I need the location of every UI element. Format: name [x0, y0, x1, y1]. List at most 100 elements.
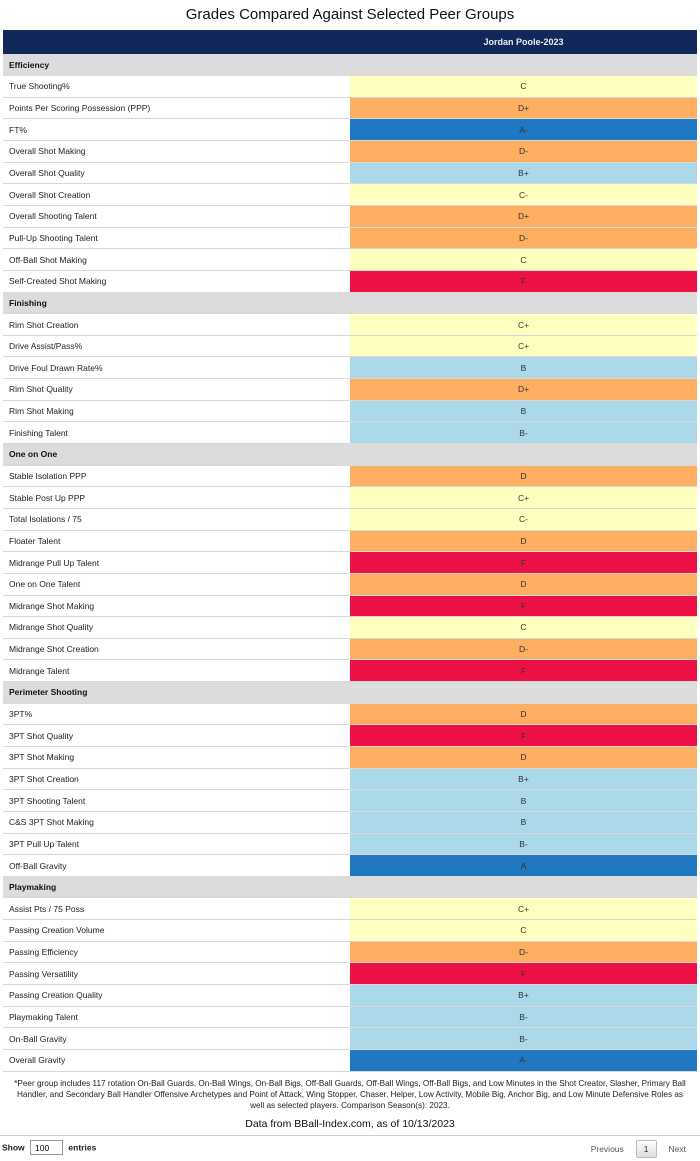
section-title: One on One [3, 443, 350, 466]
metric-name: C&S 3PT Shot Making [3, 811, 350, 834]
grade-cell: F [350, 270, 697, 293]
grade-cell: F [350, 595, 697, 618]
metric-name: On-Ball Gravity [3, 1027, 350, 1050]
metric-name: Overall Shot Quality [3, 162, 350, 185]
grade-cell: B+ [350, 162, 697, 185]
section-title: Finishing [3, 292, 350, 315]
grade-cell: C+ [350, 313, 697, 336]
table-row: Midrange Shot Creation D- [3, 638, 697, 661]
table-row: Midrange Talent F [3, 659, 697, 683]
table-row: FT% A- [3, 118, 697, 142]
grade-cell: C- [350, 183, 697, 206]
metric-name: 3PT Pull Up Talent [3, 833, 350, 856]
show-label: Show [2, 1142, 25, 1153]
table-row: True Shooting% C [3, 75, 697, 98]
metric-name: Overall Shot Making [3, 140, 350, 163]
section-title: Efficiency [3, 54, 350, 77]
metric-name: Rim Shot Creation [3, 313, 350, 336]
entries-label: entries [68, 1142, 97, 1153]
metric-name: Off-Ball Gravity [3, 854, 350, 877]
metric-name: Midrange Shot Quality [3, 616, 350, 639]
data-source: Data from BBall-Index.com, as of 10/13/2… [245, 1117, 455, 1130]
grade-cell: F [350, 962, 697, 986]
table-row: 3PT Shooting Talent B [3, 789, 697, 812]
metric-name: Drive Assist/Pass% [3, 335, 350, 358]
metric-name: Off-Ball Shot Making [3, 248, 350, 271]
next-page-button[interactable]: Next [668, 1144, 686, 1154]
table-row: 3PT% D [3, 703, 697, 726]
metric-name: Playmaking Talent [3, 1006, 350, 1029]
section-row: One on One [3, 443, 697, 466]
table-row: Overall Shot Creation C- [3, 183, 697, 206]
previous-page-button[interactable]: Previous [590, 1144, 624, 1154]
section-row: Playmaking [3, 876, 697, 899]
table-row: On-Ball Gravity B- [3, 1027, 697, 1050]
player-column-header[interactable]: Jordan Poole-2023 [350, 30, 697, 54]
grade-cell: C- [350, 508, 697, 531]
metric-name: Finishing Talent [3, 421, 350, 445]
table-row: 3PT Shot Making D [3, 746, 697, 769]
metric-name: Total Isolations / 75 [3, 508, 350, 531]
metric-name: Rim Shot Making [3, 400, 350, 423]
table-row: Off-Ball Gravity A [3, 854, 697, 877]
section-spacer [350, 443, 697, 466]
metric-name: Pull-Up Shooting Talent [3, 227, 350, 250]
metric-name: Self-Created Shot Making [3, 270, 350, 293]
metric-name: Passing Creation Volume [3, 919, 350, 942]
section-spacer [350, 681, 697, 704]
section-row: Efficiency [3, 54, 697, 77]
table-row: Passing Efficiency D- [3, 941, 697, 964]
current-page-button[interactable]: 1 [635, 1140, 657, 1158]
table-row: 3PT Pull Up Talent B- [3, 833, 697, 856]
table-row: Rim Shot Making B [3, 400, 697, 423]
metric-name: Overall Shot Creation [3, 183, 350, 206]
table-row: Stable Post Up PPP C+ [3, 486, 697, 509]
metric-name: Drive Foul Drawn Rate% [3, 356, 350, 380]
table-row: One on One Talent D [3, 573, 697, 596]
metric-name: Passing Creation Quality [3, 984, 350, 1007]
grade-cell: D [350, 530, 697, 553]
metric-name: 3PT% [3, 703, 350, 726]
grade-cell: B+ [350, 984, 697, 1007]
table-row: Playmaking Talent B- [3, 1006, 697, 1029]
grade-cell: D+ [350, 378, 697, 401]
table-row: Midrange Shot Making F [3, 595, 697, 618]
grade-cell: B- [350, 1006, 697, 1029]
table-row: Passing Creation Quality B+ [3, 984, 697, 1007]
table-row: Rim Shot Quality D+ [3, 378, 697, 401]
metric-name: Passing Efficiency [3, 941, 350, 964]
table-row: Floater Talent D [3, 530, 697, 553]
table-header-row: Jordan Poole-2023 [3, 30, 697, 54]
metric-name: Assist Pts / 75 Poss [3, 897, 350, 921]
section-row: Finishing [3, 292, 697, 315]
grade-cell: A- [350, 118, 697, 142]
table-row: Pull-Up Shooting Talent D- [3, 227, 697, 250]
grade-cell: D [350, 573, 697, 596]
section-spacer [350, 54, 697, 77]
table-controls: Show entries Previous 1 Next [0, 1135, 700, 1161]
grade-cell: D- [350, 638, 697, 661]
metric-name: True Shooting% [3, 75, 350, 98]
entries-per-page-input[interactable] [30, 1140, 64, 1155]
grade-cell: B+ [350, 768, 697, 791]
page-title: Grades Compared Against Selected Peer Gr… [185, 6, 515, 23]
metric-column-header[interactable] [3, 30, 350, 54]
table-row: Points Per Scoring Possession (PPP) D+ [3, 97, 697, 120]
grade-cell: D- [350, 140, 697, 163]
table-row: Drive Assist/Pass% C+ [3, 335, 697, 358]
grade-cell: B [350, 789, 697, 812]
table-row: Midrange Shot Quality C [3, 616, 697, 639]
section-spacer [350, 292, 697, 315]
metric-name: Stable Isolation PPP [3, 465, 350, 488]
grade-cell: C+ [350, 486, 697, 509]
metric-name: Midrange Shot Creation [3, 638, 350, 661]
metric-name: Midrange Pull Up Talent [3, 551, 350, 574]
grade-cell: C [350, 616, 697, 639]
metric-name: Points Per Scoring Possession (PPP) [3, 97, 350, 120]
table-row: Self-Created Shot Making F [3, 270, 697, 293]
metric-name: Floater Talent [3, 530, 350, 553]
grade-cell: A- [350, 1049, 697, 1072]
section-title: Perimeter Shooting [3, 681, 350, 704]
grade-cell: B [350, 400, 697, 423]
grade-cell: F [350, 551, 697, 574]
